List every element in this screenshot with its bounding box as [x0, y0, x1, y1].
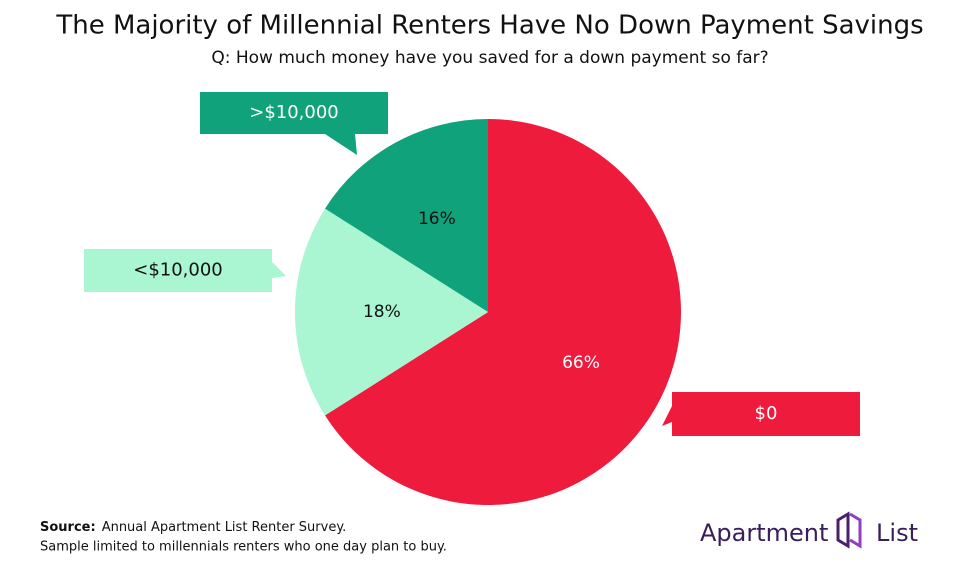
- brand: Apartment List: [700, 519, 918, 547]
- value-label: 18%: [363, 302, 401, 322]
- value-label: 16%: [418, 209, 456, 229]
- callout-box: [672, 392, 860, 436]
- category-label: $0: [755, 403, 778, 424]
- source-text: Annual Apartment List Renter Survey.: [102, 520, 347, 535]
- callout-pointer: [662, 406, 672, 426]
- callout-pointer: [325, 134, 357, 155]
- pie-slice: [325, 119, 488, 312]
- pie-slice: [325, 119, 681, 505]
- callout-box: [200, 92, 388, 134]
- chart-subtitle: Q: How much money have you saved for a d…: [211, 48, 768, 68]
- pie-slice: [294, 208, 488, 416]
- category-label: <$10,000: [133, 260, 223, 281]
- callout-pointer: [272, 262, 286, 278]
- chart-title: The Majority of Millennial Renters Have …: [55, 11, 923, 41]
- source-label: Source:: [40, 520, 96, 535]
- callout-box: [84, 249, 272, 292]
- source: Source: Annual Apartment List Renter Surv…: [40, 520, 346, 535]
- category-label: >$10,000: [249, 102, 339, 123]
- value-label: 66%: [562, 353, 600, 373]
- logo-icon: [836, 511, 862, 549]
- note: Sample limited to millennials renters wh…: [40, 540, 447, 555]
